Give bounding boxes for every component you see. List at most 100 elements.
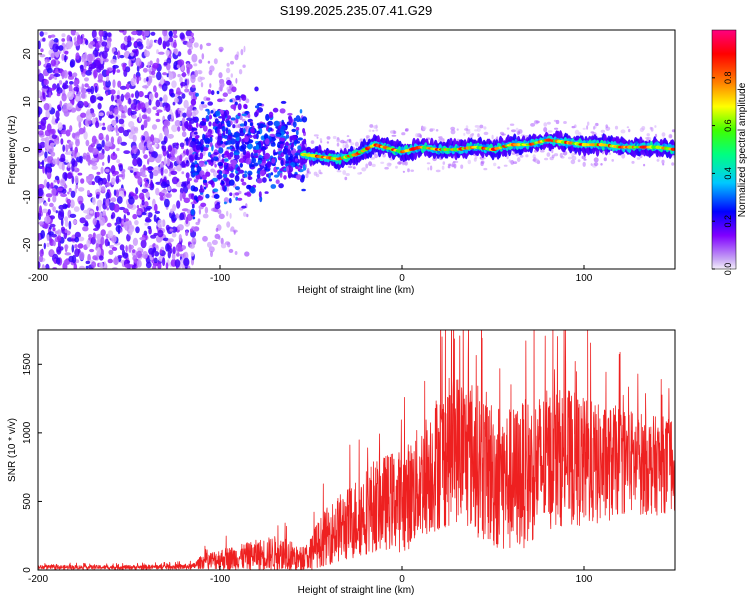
noise-blob	[83, 209, 90, 214]
noise-blob	[50, 151, 56, 157]
noise-blob	[155, 187, 160, 196]
noise-fringe-blob	[218, 235, 221, 240]
transition-blob	[208, 160, 212, 165]
colorbar-tick-label: 0.8	[723, 72, 733, 85]
transition-blob	[228, 197, 232, 204]
noise-blob	[138, 76, 142, 81]
noise-blob	[83, 126, 86, 133]
tone-halo-blob	[515, 127, 519, 133]
noise-blob	[44, 165, 48, 175]
noise-blob	[136, 259, 142, 268]
transition-blob	[280, 125, 286, 130]
noise-blob	[176, 164, 182, 172]
noise-blob	[55, 210, 58, 214]
noise-blob	[154, 244, 159, 249]
transition-blob	[190, 98, 197, 106]
noise-blob	[155, 118, 161, 123]
noise-blob	[151, 141, 155, 146]
tone-halo-blob	[336, 142, 340, 147]
transition-blob	[195, 92, 199, 97]
noise-blob	[49, 215, 55, 220]
noise-fringe-blob	[238, 190, 242, 195]
transition-blob	[205, 171, 211, 177]
noise-blob	[156, 109, 163, 113]
noise-blob	[149, 39, 154, 45]
noise-blob	[130, 103, 137, 110]
transition-blob	[271, 158, 276, 164]
tone-halo-blob	[450, 126, 456, 131]
noise-blob	[141, 174, 147, 178]
transition-blob	[247, 134, 253, 138]
tone-halo-blob	[393, 130, 397, 134]
tone-halo-blob	[611, 159, 614, 162]
noise-blob	[91, 117, 97, 125]
noise-fringe-blob	[215, 227, 219, 232]
noise-fringe-blob	[207, 60, 211, 64]
noise-blob	[71, 158, 76, 166]
noise-blob	[58, 204, 65, 210]
noise-blob	[136, 65, 140, 72]
noise-blob	[117, 136, 122, 145]
noise-fringe-blob	[204, 206, 209, 214]
noise-fringe-blob	[198, 59, 203, 64]
noise-blob	[149, 171, 154, 180]
tone-halo-blob	[543, 127, 548, 133]
noise-blob	[75, 95, 80, 101]
noise-fringe-blob	[210, 250, 213, 258]
tone-halo-blob	[469, 133, 474, 139]
noise-blob	[125, 245, 128, 253]
noise-blob	[144, 222, 150, 226]
noise-blob	[65, 159, 69, 163]
noise-blob	[85, 88, 93, 93]
noise-blob	[92, 255, 98, 261]
transition-blob	[243, 120, 248, 127]
transition-blob	[230, 104, 237, 110]
noise-blob	[107, 154, 111, 164]
tone-halo-blob	[365, 135, 370, 139]
tone-halo-blob	[539, 149, 545, 153]
noise-blob	[94, 175, 101, 183]
transition-blob	[279, 108, 286, 114]
noise-blob	[40, 230, 45, 239]
noise-blob	[113, 51, 119, 56]
transition-blob	[241, 94, 247, 101]
noise-blob	[117, 174, 124, 178]
transition-blob	[234, 154, 240, 160]
tone-halo-blob	[477, 133, 480, 138]
tone-halo-blob	[654, 133, 658, 138]
noise-blob	[98, 30, 104, 37]
noise-blob	[136, 210, 142, 216]
noise-blob	[64, 228, 68, 234]
transition-blob	[202, 125, 208, 132]
tone-halo-blob	[574, 124, 577, 128]
tone-halo-blob	[608, 152, 611, 155]
transition-blob	[210, 110, 214, 114]
noise-blob	[107, 173, 111, 182]
transition-blob	[231, 86, 237, 93]
noise-blob	[74, 187, 78, 194]
noise-blob	[139, 237, 146, 241]
noise-blob	[162, 40, 167, 49]
noise-blob	[140, 239, 147, 249]
noise-blob	[176, 142, 179, 150]
top-x-tick-label: -100	[210, 273, 230, 284]
noise-blob	[144, 201, 149, 208]
transition-blob	[202, 133, 206, 141]
noise-blob	[118, 30, 125, 33]
transition-blob	[234, 132, 240, 138]
noise-blob	[153, 257, 158, 264]
noise-blob	[115, 216, 122, 225]
noise-blob	[74, 166, 77, 171]
snr-line	[38, 330, 675, 570]
noise-blob	[123, 105, 128, 114]
noise-blob	[169, 88, 174, 93]
noise-blob	[153, 214, 157, 223]
transition-blob	[278, 125, 282, 129]
noise-blob	[49, 73, 55, 79]
noise-blob	[68, 255, 74, 263]
noise-blob	[68, 143, 73, 149]
noise-blob	[147, 225, 152, 230]
noise-blob	[91, 157, 97, 162]
noise-blob	[79, 155, 83, 164]
